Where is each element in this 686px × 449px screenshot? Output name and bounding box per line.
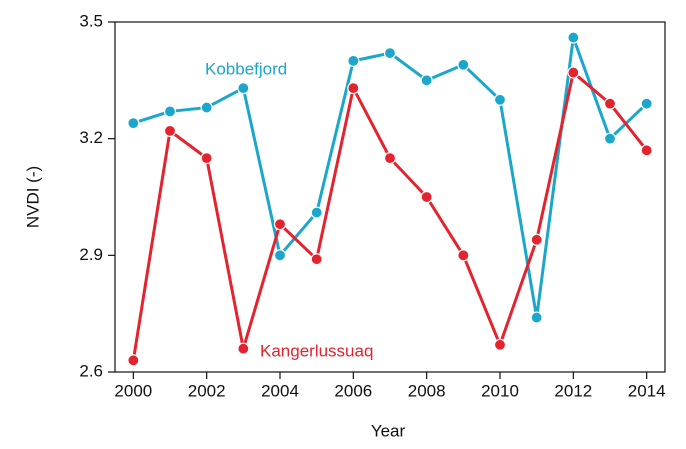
data-point: [273, 218, 287, 231]
data-point: [200, 101, 213, 114]
data-point: [640, 97, 653, 110]
data-point: [237, 342, 250, 355]
data-point: [163, 105, 177, 118]
data-point: [310, 206, 323, 219]
x-tick-label: 2004: [261, 381, 299, 400]
data-point: [530, 311, 543, 324]
data-point: [640, 144, 653, 157]
x-axis-label: Year: [371, 421, 406, 440]
series-line: [131, 71, 648, 361]
plot-frame: [114, 21, 666, 373]
y-tick-label: 2.9: [79, 245, 103, 264]
data-point: [200, 152, 213, 165]
data-point: [163, 124, 177, 137]
data-point: [347, 82, 360, 95]
data-point: [420, 190, 433, 204]
x-tick-label: 2006: [334, 381, 372, 400]
x-tick-label: 2010: [481, 381, 519, 400]
data-point: [310, 253, 323, 266]
data-point: [567, 66, 580, 79]
data-point: [383, 152, 397, 165]
data-point: [383, 47, 397, 60]
data-point: [567, 31, 580, 44]
series-label: Kangerlussuaq: [260, 341, 373, 360]
x-tick-label: 2012: [554, 381, 592, 400]
x-tick-label: 2000: [114, 381, 152, 400]
data-point: [603, 132, 617, 145]
x-tick-label: 2008: [408, 381, 446, 400]
data-point: [530, 233, 543, 246]
data-point: [603, 97, 617, 110]
data-point: [457, 249, 470, 262]
x-tick-label: 2002: [188, 381, 226, 400]
y-tick-label: 3.2: [79, 128, 103, 147]
data-point: [237, 82, 250, 95]
y-tick-label: 3.5: [79, 11, 103, 30]
y-axis-label: NVDI (-): [23, 166, 42, 228]
data-point: [273, 249, 287, 262]
data-point: [127, 117, 140, 130]
y-tick-label: 2.6: [79, 361, 103, 380]
x-tick-label: 2014: [628, 381, 666, 400]
data-point: [493, 338, 507, 351]
data-point: [493, 93, 507, 106]
series-label: Kobbefjord: [205, 59, 287, 78]
data-point: [347, 54, 360, 67]
data-point: [420, 74, 433, 87]
data-point: [457, 58, 470, 71]
data-point: [127, 354, 140, 367]
